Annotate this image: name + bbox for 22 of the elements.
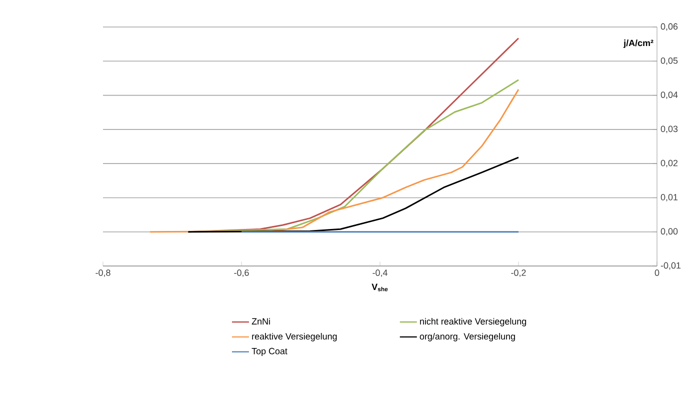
legend-label: ZnNi <box>252 318 270 324</box>
y-tick-label: 0,02 <box>660 160 678 168</box>
y-tick-label: 0,01 <box>660 194 678 202</box>
y-tick-label: 0,06 <box>660 23 678 31</box>
y-tick-label: 0,00 <box>660 228 678 236</box>
y-tick-label: -0,01 <box>660 262 681 270</box>
legend-label: nicht reaktive Versiegelung <box>420 318 526 326</box>
legend-label: org/anorg. Versiegelung <box>420 332 515 342</box>
y-axis-title: j/A/cm² <box>623 40 654 48</box>
y-tick-label: 0,03 <box>660 126 678 134</box>
legend-label: Top Coat <box>252 348 288 356</box>
y-tick-label: 0,05 <box>660 57 678 65</box>
x-tick-label: -0,6 <box>234 270 249 277</box>
y-tick-label: 0,04 <box>660 92 678 99</box>
x-tick-label: 0 <box>654 270 660 276</box>
line-series <box>187 156 520 233</box>
line-series <box>149 88 520 233</box>
legend-label: reaktive Versiegelung <box>252 332 337 342</box>
x-axis-title: V$_{she}$ <box>372 284 388 292</box>
x-tick-label: -0,2 <box>511 270 526 277</box>
x-tick-label: -0,4 <box>372 270 388 277</box>
x-tick-label: -0,8 <box>96 270 110 277</box>
